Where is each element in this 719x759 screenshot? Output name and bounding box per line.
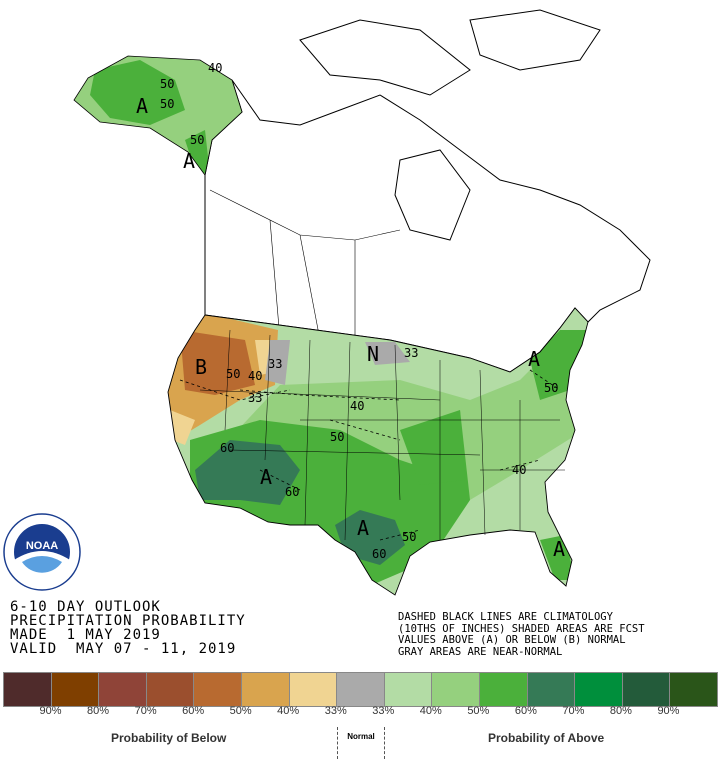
map-label: N [367,342,379,366]
map-label: 50 [160,77,174,91]
legend-swatch [527,673,576,706]
legend-tick: 50% [467,705,490,717]
province-borders [209,189,401,342]
legend-swatch [4,673,52,706]
arctic-islands [299,9,601,241]
above-caption: Probability of Above [488,731,605,745]
header-title: 6-10 DAY OUTLOOK [10,599,161,615]
map-label: 40 [350,399,364,413]
legend-swatch [670,673,717,706]
map-label: B [195,355,207,379]
legend-tick: 70% [562,705,585,717]
map-label: 60 [285,485,299,499]
map-label: A [553,537,565,561]
note-line: (10THS OF INCHES) SHADED AREAS ARE FCST [398,622,645,635]
legend-tick: 90% [657,705,680,717]
note-line: VALUES ABOVE (A) OR BELOW (B) NORMAL [398,634,626,646]
map-label: 33 [268,357,282,371]
us-outline [167,307,589,596]
svg-text:NOAA: NOAA [26,540,58,552]
map-label: 50 [226,367,240,381]
legend-tick: 40% [419,705,442,717]
map-label: 50 [330,430,344,444]
legend-swatch [289,673,338,706]
map-label: 50 [190,133,204,147]
legend-tick: 60% [514,705,537,717]
legend-swatch [194,673,242,706]
legend-tick: 33% [324,705,347,717]
outlook-header: 6-10 DAY OUTLOOK PRECIPITATION PROBABILIT… [10,600,246,656]
map-label: 33 [404,346,418,360]
legend-tick: 70% [134,705,157,717]
legend-tick: 60% [182,705,205,717]
legend-swatch [337,673,385,706]
map-label: A [136,94,148,118]
map-label: A [528,347,540,371]
map-label: A [260,465,272,489]
map-label: 40 [248,369,262,383]
legend-swatch [432,673,480,706]
noaa-logo: NOAA [3,513,81,591]
below-caption: Probability of Below [111,731,227,745]
map-label: 40 [512,463,526,477]
legend-tick: 80% [609,705,632,717]
map-label: A [183,149,195,173]
legend-tick: 80% [87,705,110,717]
state-borders [199,329,565,541]
note-line: GRAY AREAS ARE NEAR-NORMAL [398,645,563,658]
legend-swatch [479,673,528,706]
map-label: 50 [544,381,558,395]
legend-ticks: 90% 80% 70% 60% 50% 40% 33% 33% 40% 50% 60% 70% 80% 9… [0,705,719,721]
map-label: 50 [402,530,416,544]
map-label: 60 [372,547,386,561]
legend-tick: 33% [372,705,395,717]
map-label: 60 [220,441,234,455]
header-subtitle: PRECIPITATION PROBABILITY [10,613,246,629]
map-label: 50 [160,97,174,111]
legend-swatch [622,673,671,706]
legend-swatch [146,673,195,706]
legend-tick: 50% [229,705,252,717]
map-label: 33 [248,391,262,405]
header-made: MADE 1 MAY 2019 [10,627,161,643]
map-label: 40 [208,61,222,75]
legend-swatch [384,673,433,706]
probability-legend [3,672,718,707]
note-line: DASHED BLACK LINES ARE CLIMATOLOGY [398,611,613,623]
climatology-lines [179,369,561,541]
normal-caption: Normal [337,727,385,759]
legend-swatch [51,673,100,706]
legend-tick: 40% [277,705,300,717]
legend-swatch [575,673,623,706]
legend-tick: 90% [39,705,62,717]
map-label: A [357,516,369,540]
map-notes: DASHED BLACK LINES ARE CLIMATOLOGY (10THS… [398,611,645,658]
legend-swatch [99,673,147,706]
header-valid: VALID MAY 07 - 11, 2019 [10,641,237,657]
legend-swatch [241,673,290,706]
